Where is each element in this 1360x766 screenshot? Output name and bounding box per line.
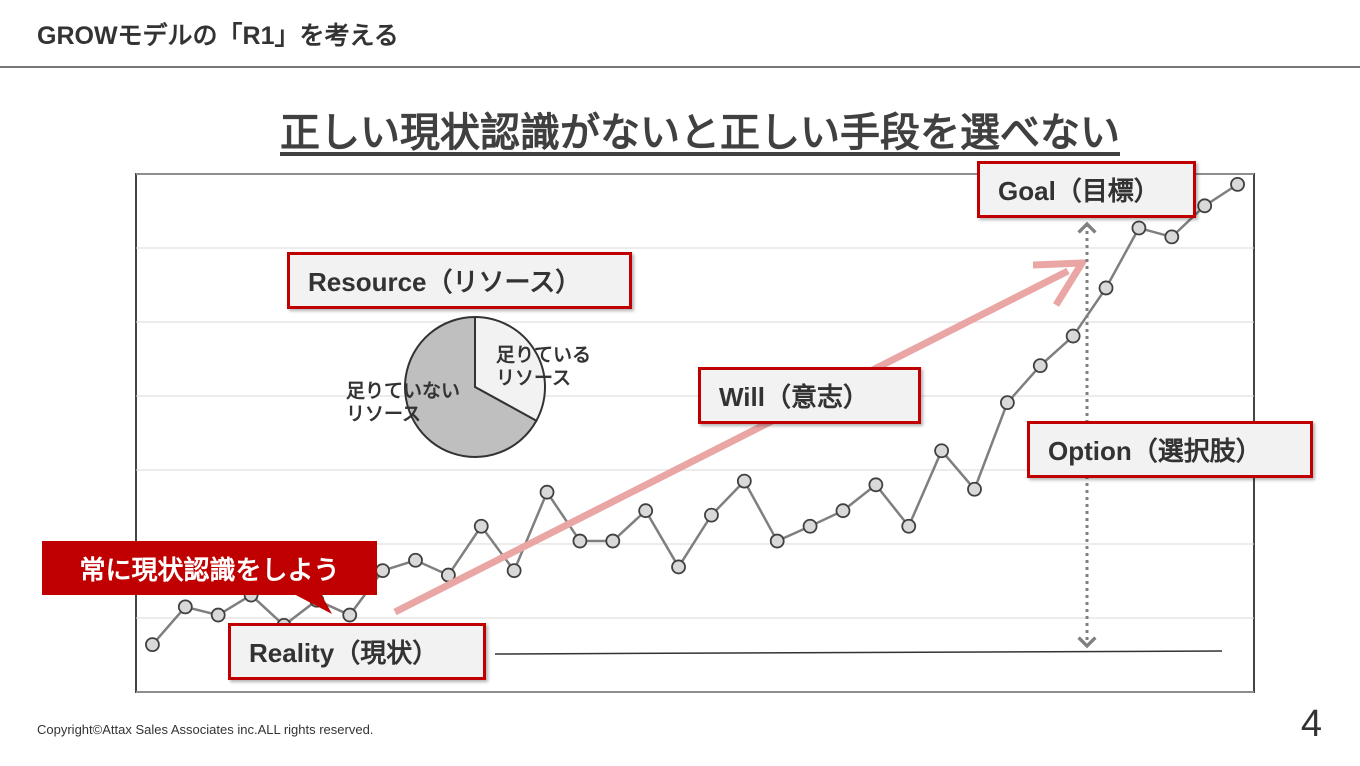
data-point bbox=[539, 484, 555, 500]
data-point bbox=[967, 481, 982, 497]
pie-label: 足りている リソース bbox=[496, 345, 592, 389]
copyright: Copyright©Attax Sales Associates inc.ALL… bbox=[37, 722, 374, 737]
data-point bbox=[901, 518, 917, 534]
will-arrow bbox=[393, 267, 1070, 616]
pie-label: 足りていない リソース bbox=[346, 381, 461, 425]
data-point bbox=[177, 599, 193, 615]
reality-callout: Reality（現状） bbox=[228, 623, 486, 680]
data-point bbox=[1098, 280, 1114, 296]
resource-callout: Resource（リソース） bbox=[287, 252, 632, 309]
goal-callout: Goal（目標） bbox=[977, 161, 1196, 218]
data-point bbox=[210, 607, 226, 623]
data-point bbox=[835, 503, 851, 519]
data-point bbox=[736, 473, 752, 489]
data-point bbox=[1230, 176, 1245, 192]
data-point bbox=[934, 443, 950, 459]
data-point bbox=[605, 533, 621, 549]
data-point bbox=[1197, 198, 1213, 214]
option-callout: Option（選択肢） bbox=[1027, 421, 1313, 478]
data-point bbox=[408, 552, 423, 568]
data-point bbox=[375, 563, 391, 579]
data-point bbox=[1164, 229, 1180, 245]
data-point bbox=[704, 507, 719, 523]
data-point bbox=[1032, 358, 1048, 374]
data-point bbox=[868, 477, 884, 493]
reality-baseline bbox=[494, 650, 1223, 655]
data-point bbox=[769, 533, 785, 549]
data-point bbox=[1065, 328, 1081, 344]
data-point bbox=[145, 637, 160, 653]
header-rule bbox=[0, 66, 1360, 68]
pie-slice bbox=[474, 315, 546, 423]
data-point bbox=[802, 518, 818, 534]
header-title: GROWモデルの「R1」を考える bbox=[37, 22, 399, 50]
bubble-tail bbox=[290, 592, 332, 614]
data-point bbox=[572, 533, 588, 549]
headline: 正しい現状認識がないと正しい手段を選べない bbox=[280, 111, 1120, 155]
will-callout: Will（意志） bbox=[698, 367, 921, 424]
pie-slice bbox=[404, 315, 538, 458]
data-point bbox=[1131, 220, 1147, 236]
page-number: 4 bbox=[1300, 703, 1322, 745]
data-point bbox=[506, 563, 522, 579]
data-point bbox=[473, 518, 489, 534]
data-point bbox=[638, 503, 654, 519]
data-point bbox=[999, 395, 1015, 411]
data-point bbox=[342, 607, 358, 623]
speech-bubble: 常に現状認識をしよう bbox=[42, 541, 377, 595]
data-line bbox=[151, 183, 1239, 646]
data-point bbox=[671, 559, 686, 575]
